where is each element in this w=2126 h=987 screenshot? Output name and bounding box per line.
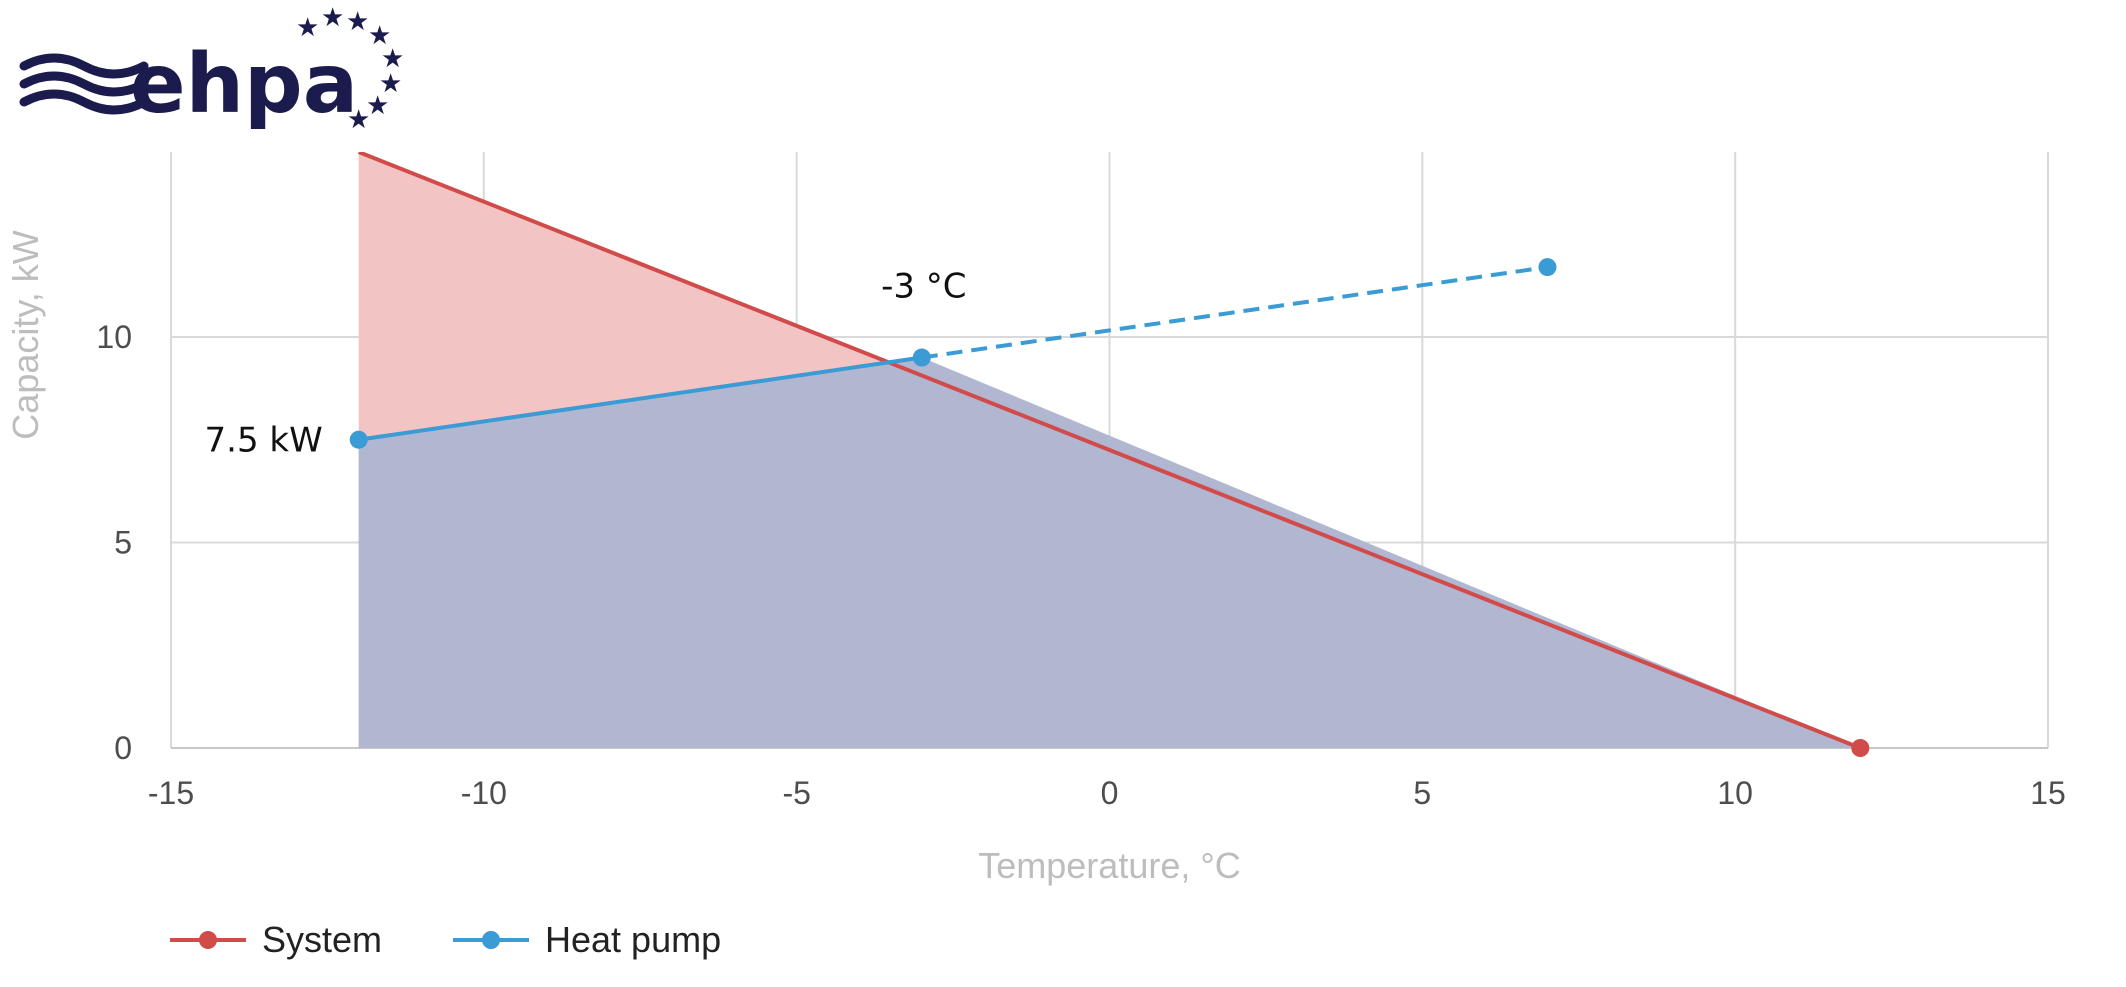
series-line-heat-pump-dashed [921,265,1548,360]
x-tick-label: -10 [461,775,507,811]
series-lines [357,152,1862,750]
x-tick-label: 0 [1101,775,1119,811]
tick-labels: -15 -10 -5 0 5 10 15 0 5 10 [96,319,2065,811]
x-tick-label: 10 [1717,775,1753,811]
svg-text:★: ★ [379,69,402,99]
svg-text:★: ★ [296,13,319,43]
annotations: -3 °C 7.5 kW [205,267,967,461]
svg-text:★: ★ [381,44,404,74]
point-heat-pump [1538,258,1557,277]
svg-text:★: ★ [347,105,370,135]
y-tick-label: 10 [96,319,132,355]
x-tick-label: -5 [782,775,810,811]
legend-label-system: System [262,919,382,960]
y-axis-title: Capacity, kW [5,230,46,439]
legend: System Heat pump [170,919,721,960]
series-line-heat-pump [358,355,923,442]
markers [349,258,1870,757]
legend-item-system: System [170,919,382,960]
logo-text: ehpa [130,37,358,132]
ehpa-logo: ehpa ★ ★ ★ ★ ★ ★ ★ ★ [19,4,404,135]
stars-icon: ★ ★ ★ ★ ★ ★ ★ ★ [296,4,404,135]
y-tick-label: 0 [114,730,132,766]
series-line-system [357,152,1862,750]
point-heat-pump [912,348,931,367]
point-system [1851,739,1870,757]
x-tick-label: 5 [1413,775,1431,811]
annotation-capacity: 7.5 kW [205,421,323,461]
y-tick-label: 5 [114,524,132,560]
svg-text:★: ★ [368,21,391,51]
x-tick-label: 15 [2030,775,2066,811]
svg-text:★: ★ [366,91,389,121]
svg-text:★: ★ [321,4,344,33]
svg-text:★: ★ [346,7,369,37]
legend-marker-system [199,931,217,949]
legend-label-heat-pump: Heat pump [545,919,721,960]
annotation-temperature: -3 °C [881,267,966,307]
wave-icon [19,53,149,115]
heat-pump-area [358,357,1861,748]
point-heat-pump [349,430,368,449]
legend-item-heat-pump: Heat pump [453,919,721,960]
legend-marker-heat-pump [482,931,500,949]
x-tick-label: -15 [148,775,194,811]
x-axis-title: Temperature, °C [978,845,1241,886]
